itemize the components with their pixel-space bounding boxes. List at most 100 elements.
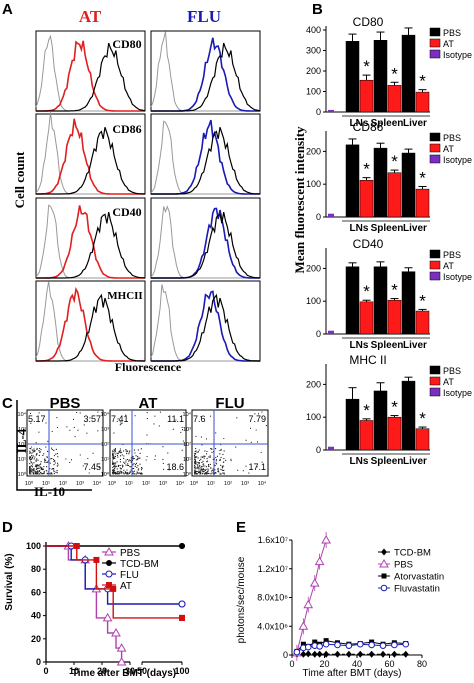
marker-pbs — [303, 599, 314, 609]
x-tick-label: 10⁴ — [176, 480, 185, 487]
y-tick-label: 10⁴ — [18, 411, 27, 418]
bar-at — [359, 79, 374, 113]
flow-events — [29, 411, 100, 475]
quadrant-ul-value: 5.17 — [28, 414, 46, 424]
histogram-frame — [35, 113, 146, 195]
marker-fluvastatin — [293, 648, 301, 656]
x-tick-label: 10⁰ — [190, 480, 199, 487]
marker-fluvastatin — [304, 643, 312, 651]
category-label: LNs — [350, 118, 369, 129]
histogram-frame — [150, 197, 261, 279]
legend-label: AT — [120, 581, 132, 592]
y-tick-label: 10³ — [183, 427, 191, 433]
y-tick-label: 10² — [18, 442, 26, 448]
panel-b-ylabel: Mean fluorescent intensity — [292, 126, 307, 274]
panel-label-b: B — [312, 1, 323, 18]
histogram-frame — [35, 280, 146, 362]
bar-pbs — [345, 144, 360, 218]
marker-pbs — [104, 546, 114, 556]
x-tick-label: 10⁴ — [258, 480, 267, 487]
panel-label-d: D — [2, 519, 13, 536]
category-label: LNs — [350, 456, 369, 467]
category-label: Liver — [403, 456, 427, 467]
panel-c-xlabel: IL-10 — [34, 484, 65, 499]
category-label: Spleen — [371, 223, 404, 234]
marker-at — [179, 614, 185, 621]
legend-swatch — [429, 387, 441, 397]
bar-at — [359, 420, 374, 451]
legend-label: Isotype — [443, 50, 472, 60]
x-tick-label: 10³ — [241, 481, 249, 487]
marker-fluvastatin — [402, 640, 410, 648]
legend-label: Isotype — [443, 272, 472, 282]
survival-curve-pbs — [46, 545, 123, 662]
y-tick-label: 10⁴ — [183, 411, 192, 418]
y-tick-label: 1.6x10⁷ — [258, 535, 288, 545]
marker-fluvastatin — [334, 641, 341, 649]
x-tick-label: 10² — [59, 481, 67, 487]
quadrant-ur-value: 11.1 — [167, 414, 184, 424]
y-tick-label: 80 — [31, 564, 41, 574]
flow-plot-title: PBS — [50, 395, 81, 412]
panel-label-a: A — [2, 1, 13, 18]
x-tick-label: 80 — [417, 659, 427, 669]
marker-fluvastatin — [380, 584, 388, 592]
y-tick-label: 0 — [283, 650, 288, 660]
y-tick-label: 100 — [26, 541, 41, 551]
marker-flu — [105, 570, 113, 578]
panel-a-xlabel: Fluorescence — [115, 360, 182, 374]
quadrant-ur-value: 3.57 — [83, 414, 101, 424]
y-tick-label: 100 — [306, 87, 321, 97]
x-tick-label: 100 — [174, 666, 189, 676]
y-tick-label: 20 — [31, 634, 41, 644]
marker-at — [93, 556, 100, 563]
legend-swatch — [429, 143, 441, 153]
marker-label-cd86: CD86 — [112, 122, 141, 136]
bar-at — [387, 172, 402, 218]
significance-star: * — [391, 398, 398, 417]
panel-a-ylabel: Cell count — [12, 151, 27, 208]
marker-tcd-bm — [305, 650, 312, 658]
survival-curve-at — [46, 545, 182, 619]
marker-atorvastatin — [300, 641, 306, 647]
category-label: Liver — [403, 118, 427, 129]
histogram-treated-curve — [36, 286, 145, 362]
bar-isotype — [328, 213, 334, 217]
bar-at — [387, 299, 402, 335]
bar-pbs — [373, 266, 388, 335]
category-label: LNs — [350, 223, 369, 234]
category-label: LNs — [350, 340, 369, 351]
y-tick-label: 0 — [316, 107, 321, 117]
bar-pbs — [345, 266, 360, 335]
y-tick-label: 1.2x10⁷ — [258, 564, 288, 574]
y-tick-label: 10³ — [18, 427, 26, 433]
legend-swatch — [429, 376, 441, 386]
legend-label: Isotype — [443, 155, 472, 165]
x-tick-label: 10³ — [159, 481, 167, 487]
legend-label: Atorvastatin — [394, 572, 444, 583]
col-label-at: AT — [79, 7, 102, 26]
marker-fluvastatin — [316, 643, 323, 650]
x-tick-label: 10² — [224, 481, 232, 487]
histogram-frame — [150, 280, 261, 362]
marker-fluvastatin — [345, 642, 353, 649]
series-line-pbs — [296, 539, 327, 653]
marker-fluvastatin — [356, 640, 364, 648]
marker-atorvastatin — [312, 639, 318, 645]
category-label: Spleen — [371, 340, 404, 351]
significance-star: * — [391, 152, 398, 171]
x-tick-label: 10⁰ — [25, 480, 34, 487]
quadrant-lr-value: 18.6 — [166, 462, 184, 472]
y-tick-label: 400 — [306, 25, 321, 35]
x-tick-label: 10⁴ — [93, 480, 102, 487]
y-tick-label: 8.0x10⁶ — [257, 593, 288, 603]
marker-flu — [178, 600, 186, 608]
bar-pbs — [401, 34, 416, 113]
marker-tcd-bm — [381, 548, 387, 556]
category-label: Spleen — [371, 118, 404, 129]
bar-pbs — [401, 152, 416, 218]
marker-pbs — [102, 612, 113, 622]
significance-star: * — [419, 168, 426, 187]
legend-label: AT — [443, 144, 454, 154]
